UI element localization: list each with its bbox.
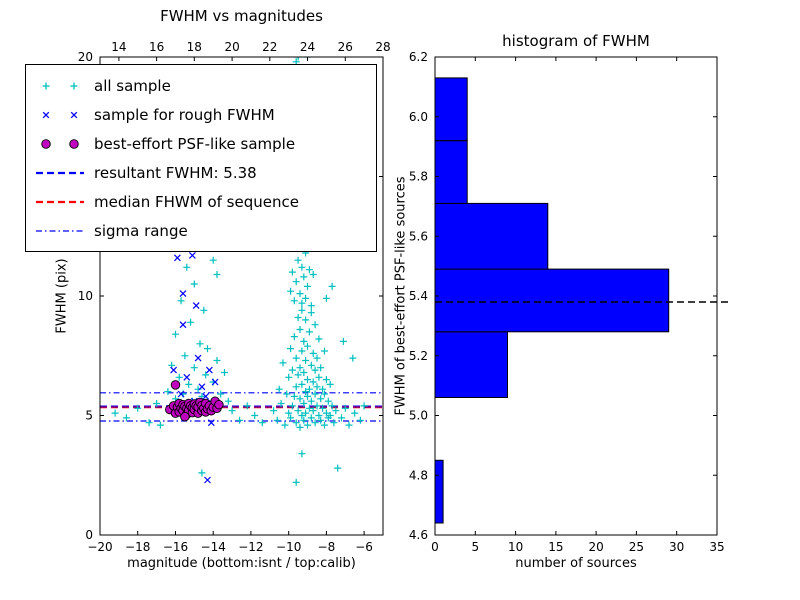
x-tick-label: 0	[431, 540, 439, 554]
legend-entry-label: sigma range	[94, 221, 188, 240]
x-tick-label: −10	[276, 540, 301, 554]
y-tick-label: 5.0	[409, 409, 428, 423]
x-tick-label: 35	[709, 540, 724, 554]
hist-bar	[434, 140, 468, 204]
hist-bar	[434, 77, 468, 142]
dashed-legend-handle-icon	[36, 171, 84, 174]
circle-marker-icon	[170, 380, 181, 390]
left-plot-ylabel: FWHM (pix)	[54, 258, 70, 334]
y-tick-label: 10	[78, 289, 93, 303]
legend-entry: sigma range	[34, 216, 368, 245]
y-tick-label: 5	[85, 409, 93, 423]
cross-legend-handle-icon	[42, 111, 78, 118]
x-tick-label: −16	[163, 540, 188, 554]
x-top-tick-label: 22	[262, 40, 277, 54]
legend-entry-label: all sample	[94, 76, 171, 95]
legend: all sample sample for rough FWHM best-effo…	[25, 64, 377, 252]
right-plot-tick-labels: 0 5 10 15 20 25 30 35 4.6 4.8 5.0 5.2 5.4 5.6 5.8 6.0 6.…	[409, 50, 725, 554]
x-tick-label: −14	[201, 540, 226, 554]
right-plot-ylabel: FWHM of best-effort PSF-like sources	[393, 176, 409, 416]
x-tick-label: −6	[355, 540, 373, 554]
legend-entry: resultant FWHM: 5.38	[34, 158, 368, 187]
circle-marker-icon	[69, 138, 79, 149]
plus-markers-icon	[111, 57, 368, 486]
legend-entry: all sample	[34, 71, 368, 100]
legend-entry: sample for rough FWHM	[34, 100, 368, 129]
x-tick-label: 25	[629, 540, 644, 554]
right-plot-title: histogram of FWHM	[502, 32, 650, 50]
hist-bar	[434, 268, 670, 333]
x-top-tick-label: 20	[224, 40, 239, 54]
x-tick-label: 5	[471, 540, 479, 554]
legend-entry: best-effort PSF-like sample	[34, 129, 368, 158]
hist-bar	[434, 202, 549, 270]
y-tick-label: 0	[85, 528, 93, 542]
hist-bars	[434, 77, 670, 524]
y-tick-label: 6.0	[409, 110, 428, 124]
x-tick-label: −12	[238, 540, 263, 554]
left-plot-xlabel: magnitude (bottom:isnt / top:calib)	[127, 556, 356, 571]
left-plot-tick-labels: −20 −18 −16 −14 −12 −10 −8 −6 14 16 18 20 22 24 26 28 0 5…	[78, 40, 391, 554]
dashed-legend-handle-icon	[36, 200, 84, 203]
hist-bar	[434, 459, 444, 524]
y-tick-label: 20	[78, 50, 93, 64]
legend-entry: median FHWM of sequence	[34, 187, 368, 216]
circle-marker-icon	[214, 399, 224, 410]
hist-bar	[434, 331, 508, 398]
x-tick-label: 10	[508, 540, 523, 554]
circle-marker-icon	[180, 411, 190, 422]
x-top-tick-label: 18	[187, 40, 202, 54]
left-plot-ticks	[99, 56, 384, 536]
y-tick-label: 5.4	[409, 289, 428, 303]
x-tick-label: 20	[588, 540, 603, 554]
y-tick-label: 5.8	[409, 170, 428, 184]
legend-entry-label: best-effort PSF-like sample	[94, 134, 296, 153]
plus-legend-handle-icon	[42, 82, 78, 89]
legend-entry-label: resultant FWHM: 5.38	[94, 163, 257, 182]
y-tick-label: 5.2	[409, 349, 428, 363]
plus-marker-icon	[42, 82, 78, 89]
dashdot-legend-handle-icon	[36, 229, 84, 232]
circle-marker-icon	[41, 138, 51, 149]
x-top-tick-label: 24	[300, 40, 315, 54]
left-plot-data	[100, 57, 383, 486]
series-all-sample	[111, 57, 368, 486]
x-top-tick-label: 28	[375, 40, 390, 54]
legend-entry-label: sample for rough FWHM	[94, 105, 275, 124]
x-tick-label: −18	[125, 540, 150, 554]
y-tick-label: 4.8	[409, 468, 428, 482]
x-tick-label: 30	[669, 540, 684, 554]
left-plot-title: FWHM vs magnitudes	[160, 7, 323, 25]
y-tick-label: 5.6	[409, 229, 428, 243]
x-tick-label: −20	[87, 540, 112, 554]
x-top-tick-label: 16	[149, 40, 164, 54]
right-plot-xlabel: number of sources	[515, 556, 637, 571]
x-tick-label: −8	[318, 540, 336, 554]
y-tick-label: 6.2	[409, 50, 428, 64]
circle-legend-handle-icon	[41, 138, 79, 149]
legend-entry-label: median FHWM of sequence	[94, 192, 299, 211]
y-tick-label: 4.6	[409, 528, 428, 542]
x-tick-label: 15	[548, 540, 563, 554]
x-top-tick-label: 14	[111, 40, 126, 54]
right-plot-ticks	[434, 56, 718, 536]
series-best-effort-psf-like-sample	[165, 380, 224, 422]
x-top-tick-label: 26	[338, 40, 353, 54]
cross-marker-icon	[42, 111, 78, 118]
